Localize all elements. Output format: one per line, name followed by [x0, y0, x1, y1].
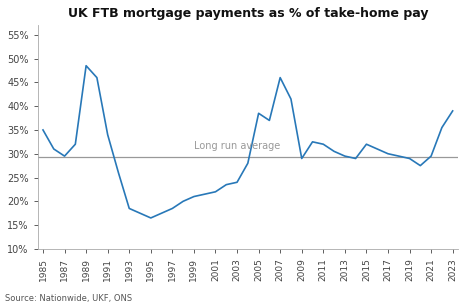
Text: Source: Nationwide, UKF, ONS: Source: Nationwide, UKF, ONS	[5, 294, 132, 303]
Text: Long run average: Long run average	[194, 141, 280, 151]
Title: UK FTB mortgage payments as % of take-home pay: UK FTB mortgage payments as % of take-ho…	[67, 7, 428, 20]
